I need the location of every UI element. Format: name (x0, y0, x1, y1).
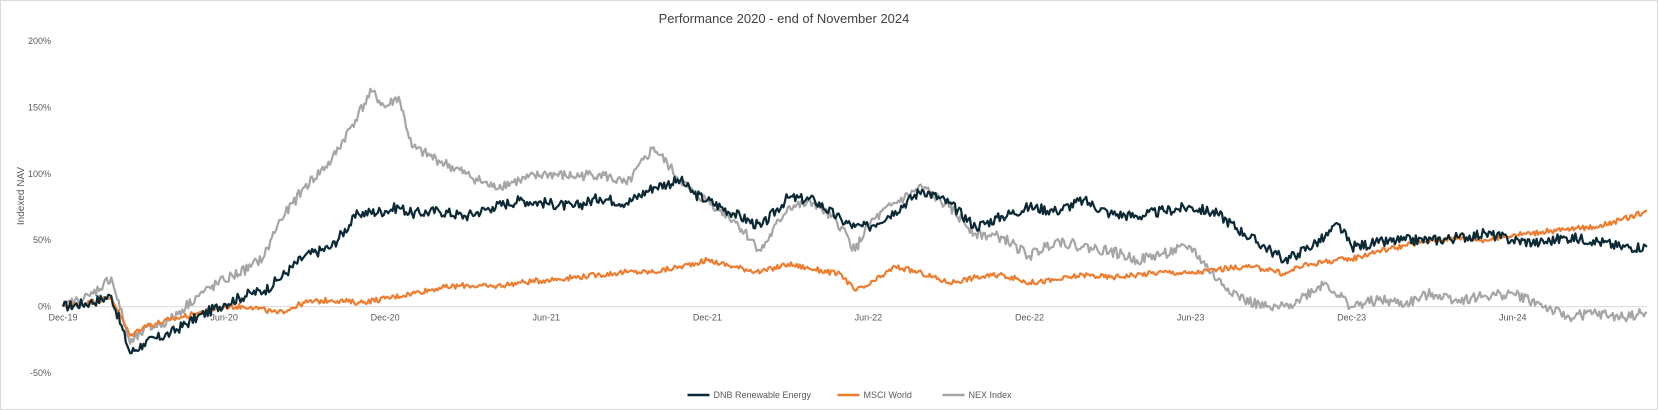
legend-entry: NEX Index (969, 390, 1013, 400)
legend-entry: MSCI World (864, 390, 912, 400)
y-tick-label: 200% (28, 36, 51, 46)
series-line-0 (61, 175, 1648, 355)
x-tick-label: Jun-20 (210, 313, 238, 323)
x-tick-label: Jun-21 (532, 313, 560, 323)
y-tick-label: -50% (30, 368, 51, 378)
series-lines (61, 87, 1648, 355)
legend-entry: DNB Renewable Energy (714, 390, 812, 400)
series-line-1 (62, 209, 1648, 337)
y-tick-label: 150% (28, 102, 51, 112)
chart-title: Performance 2020 - end of November 2024 (659, 11, 910, 26)
y-axis-label: Indexed NAV (16, 167, 27, 226)
x-tick-label: Dec-19 (48, 313, 77, 323)
y-tick-label: 50% (33, 235, 51, 245)
x-axis-ticks: Dec-19 Jun-20 Dec-20 Jun-21 Dec-21 Jun-22 Dec-… (48, 313, 1526, 323)
x-tick-label: Jun-24 (1499, 313, 1527, 323)
x-tick-label: Dec-21 (693, 313, 722, 323)
legend: DNB Renewable Energy MSCI World NEX Index (687, 390, 1013, 400)
x-tick-label: Dec-22 (1015, 313, 1044, 323)
y-tick-label: 100% (28, 169, 51, 179)
x-tick-label: Jun-23 (1177, 313, 1205, 323)
series-line-2 (61, 87, 1648, 345)
y-tick-label: 0% (38, 302, 51, 312)
x-tick-label: Dec-20 (371, 313, 400, 323)
y-axis-ticks: 200% 150% 100% 50% 0% -50% (28, 36, 51, 378)
x-tick-label: Jun-22 (855, 313, 883, 323)
x-tick-label: Dec-23 (1337, 313, 1366, 323)
